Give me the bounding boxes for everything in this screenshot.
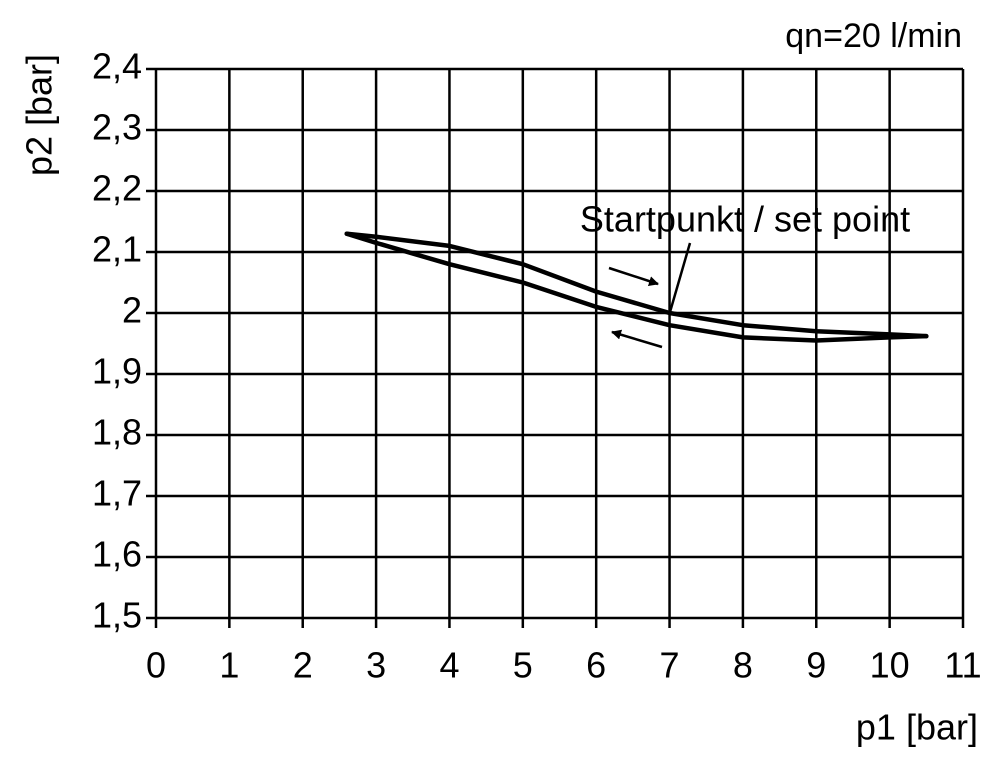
y-tick-label: 2,4 [92,46,142,87]
y-tick-label: 2 [122,290,142,331]
x-tick-label: 11 [944,645,981,686]
x-tick-label: 4 [439,645,459,686]
data-line [344,231,929,339]
x-tick-label: 5 [513,645,533,686]
y-tick-label: 2,3 [92,107,142,148]
x-tick-label: 10 [870,645,910,686]
y-tick-label: 2,1 [92,229,142,270]
y-tick-label: 1,5 [92,595,142,636]
y-tick-label: 1,9 [92,351,142,392]
y-tick-label: 2,2 [92,168,142,209]
x-tick-label: 1 [219,645,239,686]
chart-title: qn=20 l/min [785,17,962,55]
y-tick-label: 1,8 [92,412,142,453]
x-tick-label: 7 [660,645,680,686]
x-tick-label: 8 [733,645,753,686]
x-axis-label: p1 [bar] [856,707,978,748]
data-line [344,231,929,343]
x-tick-label: 9 [806,645,826,686]
y-axis-label: p2 [bar] [19,54,60,176]
direction-arrow [611,329,663,349]
annotation: Startpunkt / set point [580,199,910,240]
y-tick-label: 1,7 [92,473,142,514]
direction-arrow [608,266,659,286]
annotation-pointer [668,242,692,313]
y-tick-label: 1,6 [92,534,142,575]
x-tick-label: 6 [586,645,606,686]
x-tick-label: 2 [293,645,313,686]
x-tick-label: 3 [366,645,386,686]
x-tick-label: 0 [146,645,166,686]
